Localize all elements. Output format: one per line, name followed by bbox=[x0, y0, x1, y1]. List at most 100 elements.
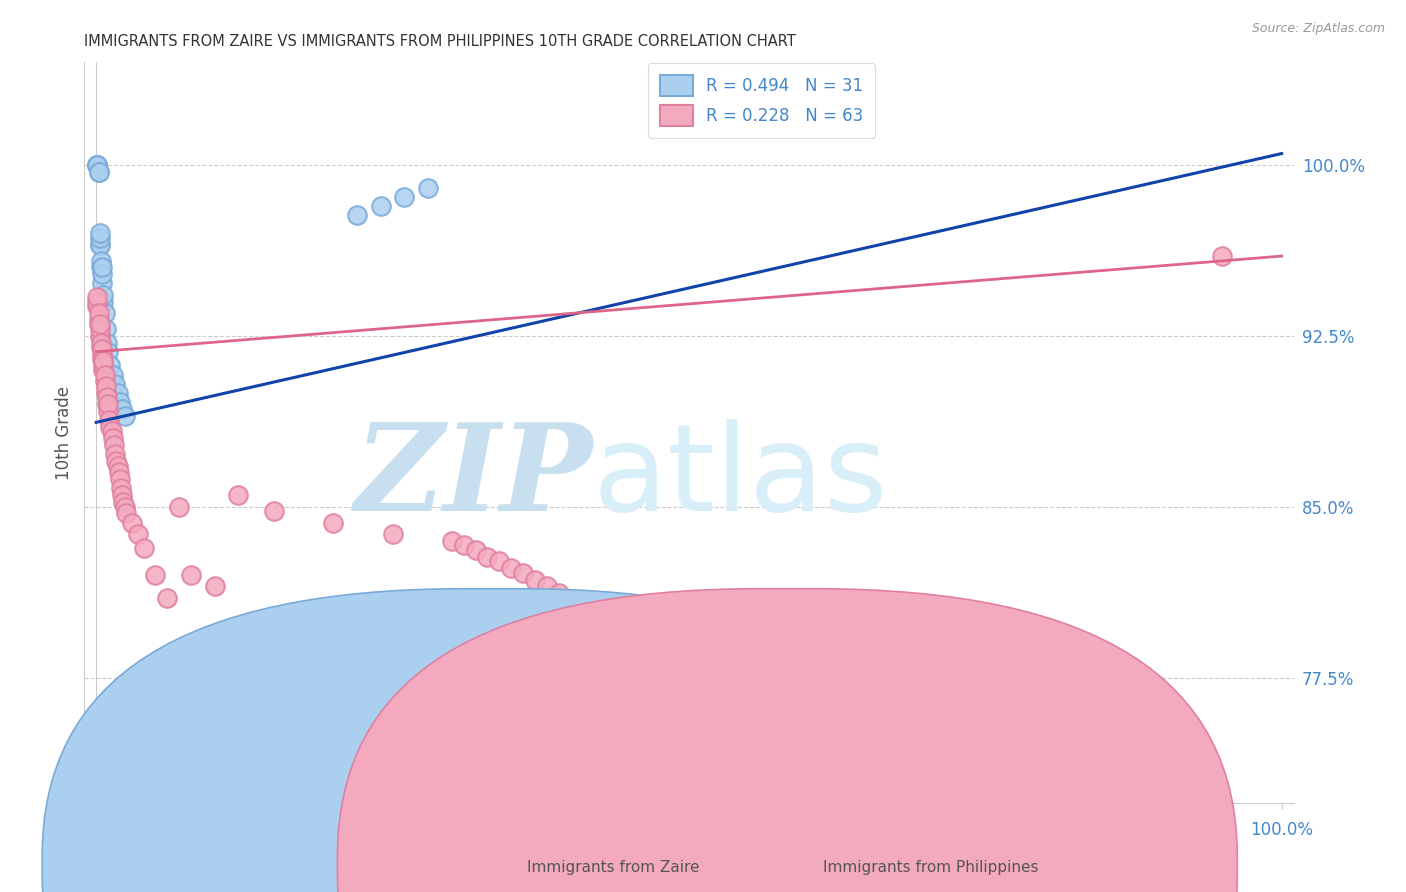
Point bbox=[464, 543, 486, 558]
Point bbox=[263, 504, 285, 518]
Point bbox=[132, 541, 155, 555]
Point bbox=[107, 458, 129, 473]
Point bbox=[94, 379, 117, 393]
Point bbox=[93, 368, 115, 382]
Point bbox=[90, 253, 112, 268]
Point bbox=[114, 409, 136, 423]
Point bbox=[127, 527, 149, 541]
Point bbox=[204, 579, 226, 593]
Point bbox=[98, 413, 121, 427]
Point bbox=[89, 237, 111, 252]
Point bbox=[112, 495, 135, 509]
Point bbox=[91, 347, 114, 361]
Point bbox=[1211, 249, 1233, 263]
Point bbox=[91, 260, 114, 275]
Point bbox=[89, 328, 111, 343]
Point bbox=[180, 568, 202, 582]
Point bbox=[536, 579, 558, 593]
Point bbox=[523, 573, 546, 587]
Point bbox=[91, 287, 114, 301]
Point bbox=[394, 190, 416, 204]
Point bbox=[87, 165, 110, 179]
Point bbox=[86, 158, 108, 172]
Text: 0.0%: 0.0% bbox=[76, 821, 117, 839]
Point bbox=[86, 290, 108, 304]
Point bbox=[96, 390, 118, 404]
Point bbox=[94, 385, 117, 400]
Point bbox=[86, 299, 108, 313]
Point bbox=[89, 227, 111, 241]
Point bbox=[228, 488, 250, 502]
Point bbox=[111, 401, 134, 416]
Point bbox=[97, 397, 120, 411]
Point bbox=[91, 351, 114, 366]
Point bbox=[488, 554, 510, 568]
Point bbox=[501, 561, 523, 575]
Point bbox=[86, 158, 108, 172]
Text: Immigrants from Philippines: Immigrants from Philippines bbox=[823, 861, 1038, 875]
Point bbox=[89, 231, 111, 245]
Point bbox=[453, 538, 475, 552]
Point bbox=[346, 208, 368, 222]
Point bbox=[111, 488, 134, 502]
Point bbox=[115, 507, 138, 521]
Y-axis label: 10th Grade: 10th Grade bbox=[55, 385, 73, 480]
Point bbox=[91, 268, 114, 282]
Point bbox=[100, 359, 122, 373]
Point bbox=[547, 586, 569, 600]
Point bbox=[107, 385, 129, 400]
Point bbox=[91, 343, 114, 357]
Point bbox=[108, 472, 131, 486]
Point bbox=[86, 158, 108, 172]
Point bbox=[121, 516, 143, 530]
Point bbox=[477, 549, 499, 564]
Point bbox=[114, 500, 136, 514]
Point bbox=[93, 306, 115, 320]
Point bbox=[87, 165, 110, 179]
Point bbox=[418, 180, 440, 194]
Point bbox=[104, 376, 127, 391]
Point bbox=[103, 438, 125, 452]
Point bbox=[87, 306, 110, 320]
Point bbox=[91, 363, 114, 377]
Point bbox=[167, 500, 190, 514]
Point bbox=[97, 344, 120, 359]
Point bbox=[104, 447, 127, 461]
Point bbox=[90, 260, 112, 275]
Point bbox=[91, 294, 114, 309]
Point bbox=[87, 318, 110, 332]
Point bbox=[100, 420, 122, 434]
Point bbox=[381, 527, 404, 541]
Point bbox=[90, 340, 112, 354]
Point bbox=[370, 199, 392, 213]
Text: Immigrants from Zaire: Immigrants from Zaire bbox=[527, 861, 700, 875]
Point bbox=[91, 277, 114, 291]
Point bbox=[96, 335, 118, 350]
Point bbox=[100, 425, 122, 439]
Text: IMMIGRANTS FROM ZAIRE VS IMMIGRANTS FROM PHILIPPINES 10TH GRADE CORRELATION CHAR: IMMIGRANTS FROM ZAIRE VS IMMIGRANTS FROM… bbox=[84, 34, 796, 49]
Text: ZIP: ZIP bbox=[354, 417, 592, 536]
Legend: R = 0.494   N = 31, R = 0.228   N = 63: R = 0.494 N = 31, R = 0.228 N = 63 bbox=[648, 63, 875, 138]
Point bbox=[322, 516, 344, 530]
Point bbox=[440, 533, 463, 548]
Point bbox=[91, 354, 114, 368]
Text: Source: ZipAtlas.com: Source: ZipAtlas.com bbox=[1251, 22, 1385, 36]
Point bbox=[86, 294, 108, 309]
Point bbox=[97, 404, 120, 418]
Text: atlas: atlas bbox=[592, 418, 887, 535]
Point bbox=[89, 318, 111, 332]
Point bbox=[93, 375, 115, 389]
Point bbox=[89, 237, 111, 252]
Point bbox=[101, 368, 124, 382]
Point bbox=[107, 466, 129, 480]
Point bbox=[512, 566, 534, 580]
Point bbox=[90, 335, 112, 350]
Point bbox=[110, 482, 132, 496]
Point bbox=[87, 313, 110, 327]
Point bbox=[105, 454, 128, 468]
Point bbox=[96, 397, 118, 411]
Text: 100.0%: 100.0% bbox=[1250, 821, 1313, 839]
Point bbox=[89, 322, 111, 336]
Point bbox=[91, 359, 114, 373]
Point bbox=[101, 431, 124, 445]
